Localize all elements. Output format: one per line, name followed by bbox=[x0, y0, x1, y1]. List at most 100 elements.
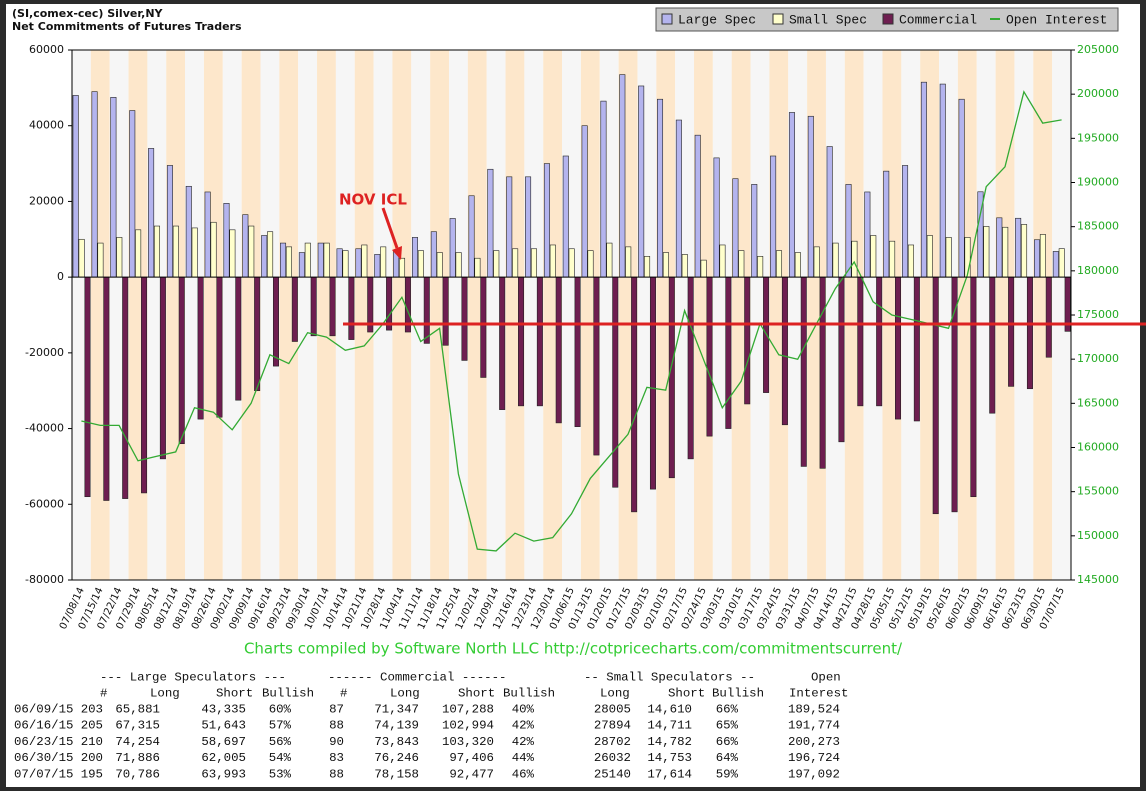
table-cell: 92,477 bbox=[449, 767, 494, 781]
bar bbox=[581, 125, 588, 278]
bar bbox=[907, 244, 914, 278]
band-stripe bbox=[844, 50, 864, 580]
bar bbox=[91, 91, 98, 278]
y2-tick-label: 185000 bbox=[1077, 220, 1119, 233]
source-credit: Charts compiled by Software North LLC ht… bbox=[244, 640, 903, 658]
bar bbox=[638, 85, 645, 278]
table-cell: 27894 bbox=[594, 719, 631, 733]
band-stripe bbox=[448, 50, 468, 580]
bar bbox=[555, 276, 562, 424]
table-cell: 07/07/15 bbox=[14, 767, 74, 781]
table-header: Long bbox=[390, 686, 420, 700]
legend-label: Open Interest bbox=[1006, 12, 1107, 27]
bar bbox=[864, 191, 871, 278]
bar bbox=[876, 276, 883, 407]
bar bbox=[625, 246, 632, 278]
bar bbox=[895, 276, 902, 420]
table-cell: 64% bbox=[716, 751, 739, 765]
bar bbox=[436, 252, 443, 278]
table-cell: 42% bbox=[512, 719, 535, 733]
table-cell: 205 bbox=[81, 719, 103, 733]
bar bbox=[870, 235, 877, 278]
table-cell: 06/16/15 bbox=[14, 719, 74, 733]
bar bbox=[781, 276, 788, 426]
table-header: Bullish bbox=[262, 686, 314, 700]
bar bbox=[210, 221, 217, 278]
y-tick-label: -20000 bbox=[25, 346, 64, 359]
bar bbox=[417, 250, 424, 278]
band-stripe bbox=[335, 50, 355, 580]
bar bbox=[480, 276, 487, 378]
y2-tick-label: 175000 bbox=[1077, 308, 1119, 321]
table-cell: 200 bbox=[81, 751, 103, 765]
legend-swatch bbox=[772, 13, 784, 25]
table-cell: 17,614 bbox=[647, 767, 692, 781]
band-stripe bbox=[222, 50, 242, 580]
bar bbox=[280, 242, 287, 278]
bar bbox=[606, 242, 613, 278]
table-cell: 65,881 bbox=[115, 702, 160, 716]
bar bbox=[687, 276, 694, 460]
annotation: NOV ICL bbox=[339, 191, 407, 209]
bar bbox=[738, 250, 745, 278]
bar bbox=[932, 276, 939, 515]
bar bbox=[1052, 251, 1059, 278]
bar bbox=[725, 276, 732, 429]
y2-tick-label: 200000 bbox=[1077, 87, 1119, 100]
bar bbox=[474, 257, 481, 278]
table-cell: 59% bbox=[716, 767, 739, 781]
legend-label: Small Spec bbox=[789, 12, 867, 27]
bar bbox=[442, 276, 449, 346]
table-cell: 197,092 bbox=[788, 767, 840, 781]
bar bbox=[267, 231, 274, 278]
band-stripe bbox=[750, 50, 770, 580]
table-cell: 43,335 bbox=[201, 702, 246, 716]
table-cell: 71,347 bbox=[374, 702, 419, 716]
bar bbox=[939, 83, 946, 278]
y2-tick-label: 170000 bbox=[1077, 352, 1119, 365]
table-header: Short bbox=[458, 686, 495, 700]
y2-tick-label: 145000 bbox=[1077, 573, 1119, 586]
band-stripe bbox=[863, 50, 883, 580]
bar bbox=[103, 276, 110, 501]
table-header: Short bbox=[668, 686, 705, 700]
bar bbox=[845, 184, 852, 278]
bar bbox=[662, 252, 669, 278]
table-cell: 102,994 bbox=[442, 719, 494, 733]
annotation-arrow bbox=[381, 207, 399, 249]
band-stripe bbox=[392, 50, 412, 580]
bar bbox=[141, 276, 148, 494]
bar bbox=[838, 276, 845, 443]
bar bbox=[744, 276, 751, 405]
table-header: # bbox=[340, 686, 348, 700]
bar bbox=[97, 242, 104, 278]
y2-tick-label: 205000 bbox=[1077, 43, 1119, 56]
band-stripe bbox=[260, 50, 280, 580]
band-stripe bbox=[203, 50, 223, 580]
bar bbox=[285, 246, 292, 278]
table-cell: 06/23/15 bbox=[14, 735, 74, 749]
table-group: Open bbox=[811, 670, 841, 684]
table-group: ------ Commercial ------ bbox=[328, 670, 506, 684]
bar bbox=[788, 112, 795, 278]
legend-label: Large Spec bbox=[678, 12, 756, 27]
bar bbox=[153, 225, 160, 278]
table-header: Interest bbox=[789, 686, 849, 700]
bar bbox=[386, 276, 393, 331]
bar bbox=[235, 276, 242, 401]
bar bbox=[310, 276, 317, 337]
legend-label: Commercial bbox=[899, 12, 977, 27]
bar bbox=[135, 229, 142, 278]
table-cell: 71,886 bbox=[115, 751, 160, 765]
bar bbox=[254, 276, 261, 392]
table-cell: 56% bbox=[269, 735, 292, 749]
table-group: --- Large Speculators --- bbox=[100, 670, 286, 684]
bar bbox=[819, 276, 826, 469]
bar bbox=[178, 276, 185, 445]
chart-title: (SI,comex-cec) Silver,NY bbox=[12, 7, 164, 20]
bar bbox=[272, 276, 279, 367]
bar bbox=[587, 250, 594, 278]
bar bbox=[355, 248, 362, 278]
